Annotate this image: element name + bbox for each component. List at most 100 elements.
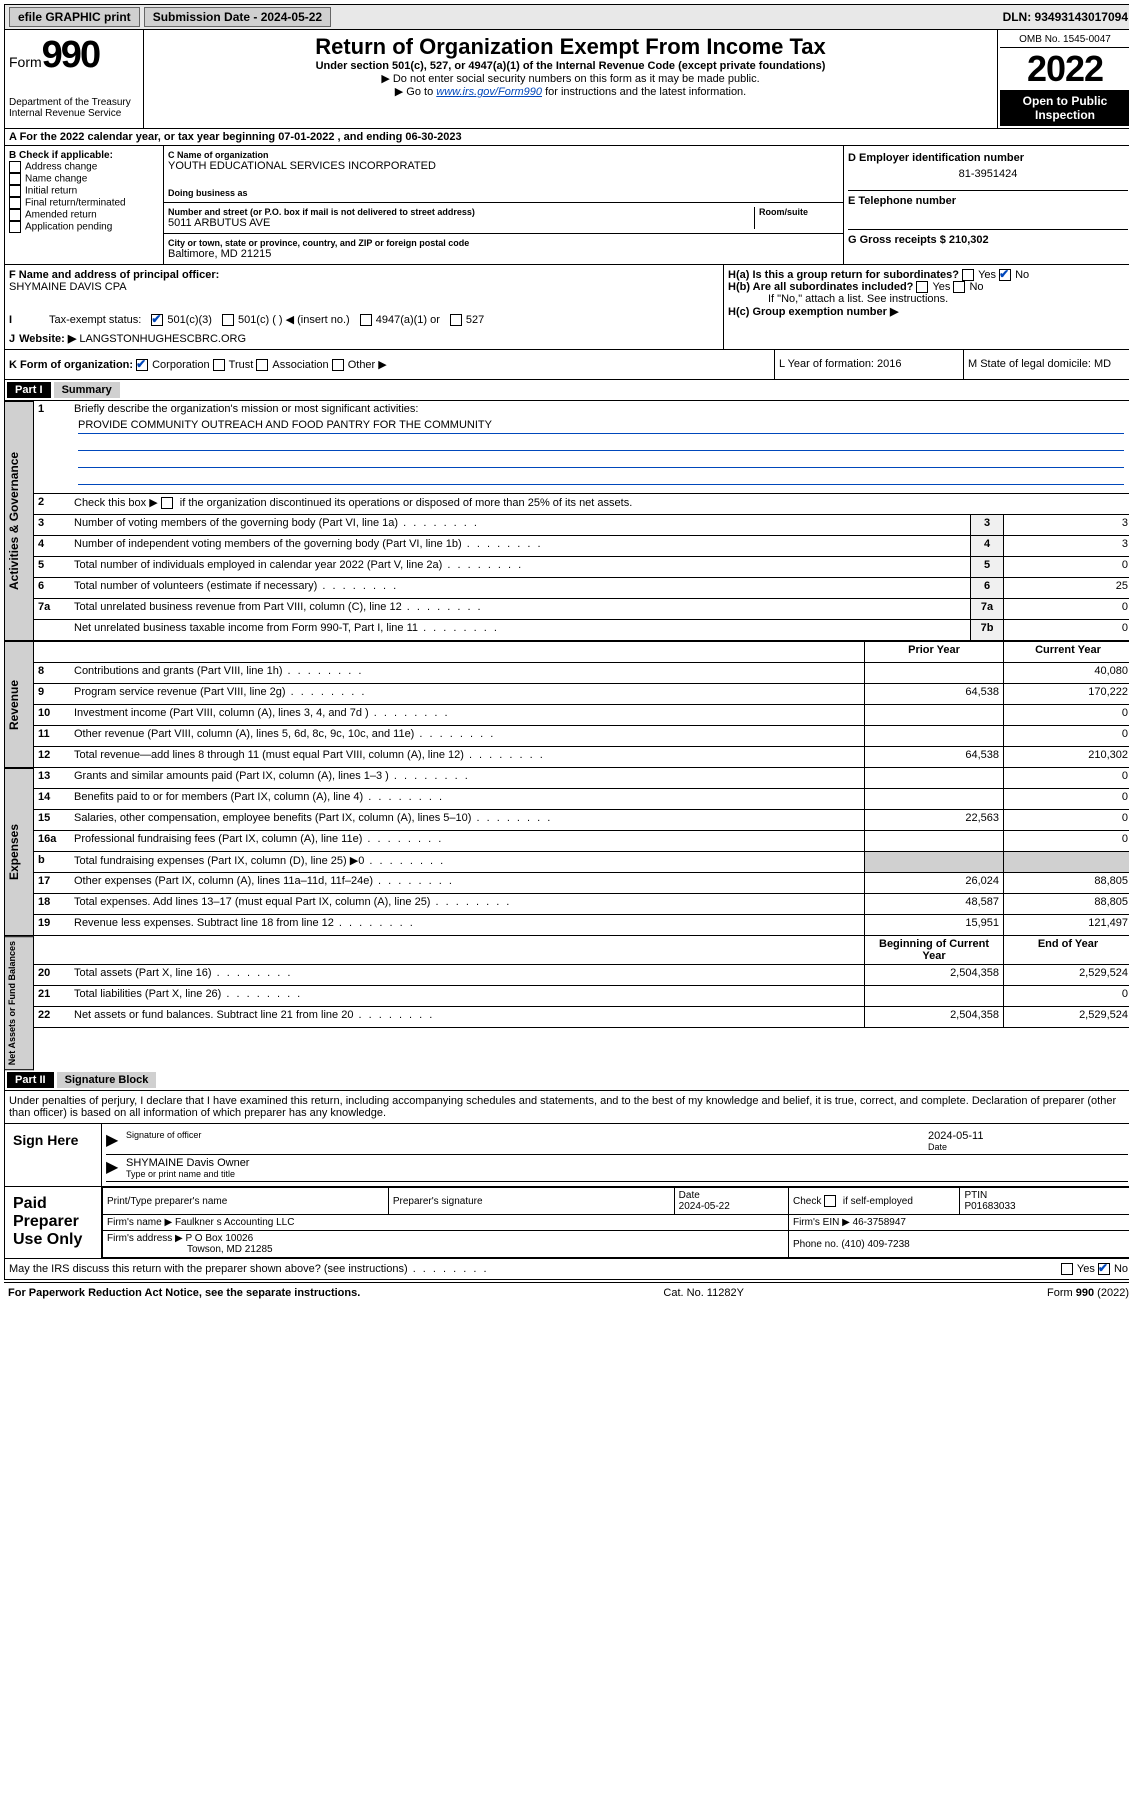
row-f: F Name and address of principal officer:… <box>4 265 1129 350</box>
data-row: 21 Total liabilities (Part X, line 26) 0 <box>34 986 1129 1007</box>
ha-label: H(a) Is this a group return for subordin… <box>728 269 959 281</box>
cb-501c3[interactable] <box>151 314 163 326</box>
addr-label: Number and street (or P.O. box if mail i… <box>168 207 754 217</box>
org-name: YOUTH EDUCATIONAL SERVICES INCORPORATED <box>168 160 839 172</box>
data-row: 11 Other revenue (Part VIII, column (A),… <box>34 726 1129 747</box>
cb-self-employed[interactable] <box>824 1195 836 1207</box>
form-subtitle: Under section 501(c), 527, or 4947(a)(1)… <box>152 60 989 72</box>
begin-year-label: Beginning of Current Year <box>864 936 1003 964</box>
officer-name: SHYMAINE DAVIS CPA <box>9 281 719 293</box>
sign-here: Sign Here <box>5 1124 102 1186</box>
data-row: 10 Investment income (Part VIII, column … <box>34 705 1129 726</box>
ein: 81-3951424 <box>848 166 1128 182</box>
open-inspection: Open to Public Inspection <box>1000 90 1129 126</box>
q2: Check this box ▶ if the organization dis… <box>74 497 632 509</box>
website-label: Website: ▶ <box>19 333 76 345</box>
data-row: b Total fundraising expenses (Part IX, c… <box>34 852 1129 873</box>
data-row: 16a Professional fundraising fees (Part … <box>34 831 1129 852</box>
efile-label: efile GRAPHIC print <box>9 7 140 27</box>
form-ref: Form 990 (2022) <box>1047 1287 1129 1299</box>
addr: 5011 ARBUTUS AVE <box>168 217 754 229</box>
hb-no[interactable] <box>953 281 965 293</box>
line-a: A For the 2022 calendar year, or tax yea… <box>4 129 1129 146</box>
q1: Briefly describe the organization's miss… <box>74 403 1128 415</box>
declaration: Under penalties of perjury, I declare th… <box>5 1091 1129 1123</box>
note-ssn: ▶ Do not enter social security numbers o… <box>152 72 989 85</box>
city: Baltimore, MD 21215 <box>168 248 839 260</box>
side-net: Net Assets or Fund Balances <box>5 936 34 1070</box>
cb-address[interactable] <box>9 161 21 173</box>
end-year-label: End of Year <box>1003 936 1129 964</box>
hb-yes[interactable] <box>916 281 928 293</box>
cb-final[interactable] <box>9 197 21 209</box>
paperwork-notice: For Paperwork Reduction Act Notice, see … <box>8 1287 360 1299</box>
part2-header: Part II Signature Block <box>4 1070 1129 1091</box>
cb-amended[interactable] <box>9 209 21 221</box>
mission: PROVIDE COMMUNITY OUTREACH AND FOOD PANT… <box>78 419 492 431</box>
discuss-yes[interactable] <box>1061 1263 1073 1275</box>
submission-date: Submission Date - 2024-05-22 <box>144 7 331 27</box>
gov-row: 4 Number of independent voting members o… <box>34 536 1129 557</box>
cb-pending[interactable] <box>9 221 21 233</box>
ha-no[interactable] <box>999 269 1011 281</box>
cb-trust[interactable] <box>213 359 225 371</box>
cb-501c[interactable] <box>222 314 234 326</box>
side-rev: Revenue <box>5 641 34 768</box>
side-gov: Activities & Governance <box>5 401 34 641</box>
cat-no: Cat. No. 11282Y <box>663 1287 744 1299</box>
cb-initial[interactable] <box>9 185 21 197</box>
c-name-label: C Name of organization <box>168 150 839 160</box>
data-row: 9 Program service revenue (Part VIII, li… <box>34 684 1129 705</box>
gov-row: 5 Total number of individuals employed i… <box>34 557 1129 578</box>
gov-row: 6 Total number of volunteers (estimate i… <box>34 578 1129 599</box>
hb-note: If "No," attach a list. See instructions… <box>728 293 1128 305</box>
efile-banner: efile GRAPHIC print Submission Date - 20… <box>4 4 1129 30</box>
m-state: M State of legal domicile: MD <box>964 350 1129 379</box>
part1-header: Part I Summary <box>4 380 1129 401</box>
data-row: 12 Total revenue—add lines 8 through 11 … <box>34 747 1129 768</box>
gov-row: Net unrelated business taxable income fr… <box>34 620 1129 641</box>
tax-status-label: Tax-exempt status: <box>49 314 141 326</box>
form-label: Form <box>9 54 42 70</box>
section-b: B Check if applicable: Address change Na… <box>4 146 1129 265</box>
dept-label: Department of the TreasuryInternal Reven… <box>9 97 139 119</box>
e-label: E Telephone number <box>848 195 956 207</box>
governance-section: Activities & Governance 1 Briefly descri… <box>4 401 1129 641</box>
cb-527[interactable] <box>450 314 462 326</box>
omb-number: OMB No. 1545-0047 <box>1000 32 1129 48</box>
room-label: Room/suite <box>759 207 839 217</box>
b-label: B Check if applicable: <box>9 150 159 161</box>
tax-year: 2022 <box>1000 48 1129 90</box>
gov-row: 7a Total unrelated business revenue from… <box>34 599 1129 620</box>
cb-name[interactable] <box>9 173 21 185</box>
data-row: 20 Total assets (Part X, line 16) 2,504,… <box>34 965 1129 986</box>
cb-other[interactable] <box>332 359 344 371</box>
note-link: ▶ Go to www.irs.gov/Form990 for instruct… <box>152 85 989 98</box>
cb-discontinued[interactable] <box>161 497 173 509</box>
netassets-section: Net Assets or Fund Balances Beginning of… <box>4 936 1129 1070</box>
side-exp: Expenses <box>5 768 34 936</box>
ha-yes[interactable] <box>962 269 974 281</box>
k-label: K Form of organization: <box>9 359 133 371</box>
data-row: 15 Salaries, other compensation, employe… <box>34 810 1129 831</box>
row-kl: K Form of organization: Corporation Trus… <box>4 350 1129 380</box>
data-row: 13 Grants and similar amounts paid (Part… <box>34 768 1129 789</box>
footer: For Paperwork Reduction Act Notice, see … <box>4 1282 1129 1303</box>
city-label: City or town, state or province, country… <box>168 238 839 248</box>
revenue-section: Revenue Prior Year Current Year 8 Contri… <box>4 641 1129 768</box>
signature-block: Under penalties of perjury, I declare th… <box>4 1091 1129 1280</box>
irs-link[interactable]: www.irs.gov/Form990 <box>436 86 542 98</box>
data-row: 14 Benefits paid to or for members (Part… <box>34 789 1129 810</box>
hc-label: H(c) Group exemption number ▶ <box>728 305 1128 318</box>
discuss-no[interactable] <box>1098 1263 1110 1275</box>
d-label: D Employer identification number <box>848 152 1024 164</box>
data-row: 8 Contributions and grants (Part VIII, l… <box>34 663 1129 684</box>
data-row: 22 Net assets or fund balances. Subtract… <box>34 1007 1129 1028</box>
discuss: May the IRS discuss this return with the… <box>9 1263 1061 1275</box>
cb-4947[interactable] <box>360 314 372 326</box>
website-val: LANGSTONHUGHESCBRC.ORG <box>79 333 246 345</box>
cb-assoc[interactable] <box>256 359 268 371</box>
data-row: 18 Total expenses. Add lines 13–17 (must… <box>34 894 1129 915</box>
cb-corp[interactable] <box>136 359 148 371</box>
current-year-label: Current Year <box>1003 642 1129 662</box>
